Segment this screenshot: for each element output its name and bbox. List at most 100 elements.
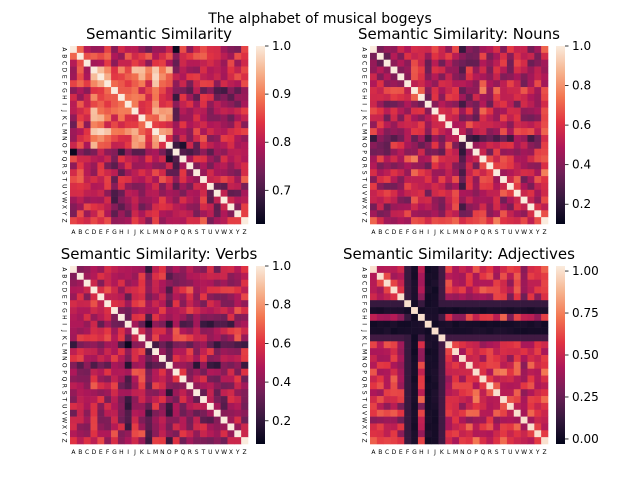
heatmap-cell [390, 114, 398, 122]
y-tick-label: I [61, 323, 68, 325]
heatmap-cell [70, 217, 78, 225]
heatmap-cell [541, 409, 549, 417]
heatmap-cell [220, 66, 228, 74]
heatmap-cell [234, 313, 242, 322]
heatmap-cell [138, 320, 146, 328]
heatmap-cell [424, 121, 432, 129]
heatmap-cell [145, 203, 153, 211]
heatmap-cell [186, 437, 194, 445]
heatmap-cell [404, 121, 412, 129]
heatmap-cell [200, 217, 208, 225]
heatmap-cell [465, 59, 473, 67]
heatmap-cell [459, 437, 467, 445]
heatmap-cell [227, 313, 235, 322]
heatmap-cell [431, 107, 439, 115]
heatmap-cell [541, 389, 549, 397]
heatmap-cell [152, 416, 160, 424]
heatmap-cell [465, 396, 473, 404]
heatmap-cell [370, 375, 378, 383]
heatmap-cell [472, 176, 480, 184]
heatmap-cell [131, 382, 139, 390]
heatmap-cell [411, 266, 419, 274]
heatmap-cell [445, 87, 453, 95]
heatmap-cell [438, 162, 446, 170]
heatmap-cell [376, 355, 384, 363]
heatmap-cell [172, 141, 180, 149]
heatmap-cell [465, 141, 473, 149]
heatmap-cell [541, 135, 549, 143]
heatmap-cell [186, 382, 194, 390]
heatmap-cell [445, 189, 453, 197]
heatmap-cell [200, 430, 208, 438]
heatmap-cell [70, 135, 78, 143]
heatmap-cell [131, 217, 139, 225]
heatmap-cell [220, 430, 228, 438]
heatmap-cell [200, 341, 208, 349]
heatmap-cell [159, 409, 167, 417]
heatmap-cell [383, 430, 391, 438]
heatmap-cell [438, 52, 446, 60]
heatmap-cell [417, 279, 426, 287]
heatmap-cell [493, 121, 501, 129]
heatmap-cell [527, 141, 535, 149]
heatmap-cell [70, 189, 78, 197]
heatmap-cell [206, 313, 215, 322]
heatmap-cell [534, 107, 542, 115]
heatmap-cell [104, 409, 112, 417]
heatmap-cell [520, 176, 528, 184]
heatmap-cell [83, 128, 91, 136]
heatmap-cell [500, 368, 508, 376]
heatmap-cell [117, 334, 126, 342]
heatmap-cell [76, 389, 84, 397]
heatmap-cell [404, 300, 412, 308]
heatmap-cell [179, 196, 187, 204]
heatmap-cell [534, 437, 542, 445]
heatmap-cell [227, 148, 235, 156]
heatmap-cell [534, 307, 542, 315]
heatmap-cell [397, 176, 405, 184]
heatmap-cell [438, 135, 446, 143]
heatmap-cell [520, 148, 528, 156]
x-tick-label: Y [235, 449, 240, 456]
y-tick-label: A [361, 47, 368, 52]
heatmap-cell [186, 182, 194, 191]
heatmap-cell [465, 361, 473, 369]
heatmap-cell [479, 307, 487, 315]
heatmap-cell [213, 389, 221, 397]
heatmap-cell [97, 46, 105, 54]
heatmap-cell [104, 396, 112, 404]
heatmap-cell [397, 148, 405, 156]
heatmap-cell [172, 210, 180, 218]
heatmap-cell [206, 300, 215, 308]
heatmap-cell [111, 355, 119, 363]
heatmap-cell [165, 73, 173, 81]
heatmap-cell [376, 334, 384, 342]
heatmap-cell [172, 286, 180, 294]
heatmap-cell [383, 272, 391, 280]
heatmap-cell [411, 409, 419, 417]
heatmap-cell [465, 46, 473, 54]
heatmap-cell [527, 87, 535, 95]
heatmap-cell [165, 300, 173, 308]
heatmap-cell [500, 128, 508, 136]
heatmap-cell [486, 382, 494, 390]
heatmap-cell [234, 361, 242, 369]
y-tick-label: M [361, 349, 368, 354]
heatmap-cell [70, 162, 78, 170]
heatmap-cell [241, 66, 249, 74]
panel-title: Semantic Similarity [86, 25, 232, 43]
heatmap-cell [452, 430, 460, 438]
heatmap-cell [411, 217, 419, 225]
heatmap-cell [479, 87, 487, 95]
heatmap-cell [506, 169, 515, 177]
heatmap-cell [506, 320, 515, 328]
heatmap-cell [117, 100, 126, 108]
y-tick-label: K [361, 336, 368, 341]
heatmap-cell [479, 300, 487, 308]
x-tick-label: W [221, 449, 227, 456]
heatmap-cell [90, 279, 98, 287]
heatmap-cell [534, 52, 542, 60]
heatmap-cell [397, 402, 405, 411]
heatmap-cell [397, 66, 405, 74]
heatmap-cell [541, 73, 549, 81]
